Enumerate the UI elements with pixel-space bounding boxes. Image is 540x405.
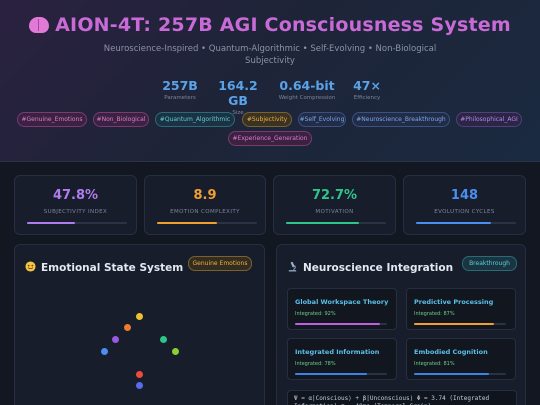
metric-progress (286, 222, 386, 224)
panel-title-text: Neuroscience Integration (303, 262, 454, 274)
neuro-item-progress-fill (295, 373, 367, 375)
neuro-item-embodied-cognition[interactable]: Embodied Cognition Integrated: 81% (406, 338, 516, 380)
stat-label: Efficiency (353, 95, 381, 101)
neuro-item-title: Embodied Cognition (414, 348, 488, 356)
page-subtitle: Neuroscience-Inspired • Quantum-Algorith… (103, 44, 437, 66)
stat-value: 47× (353, 78, 381, 93)
tag[interactable]: #Non_Biological (93, 112, 149, 127)
neuro-item-global-workspace[interactable]: Global Workspace Theory Integrated: 92% (287, 288, 397, 330)
neuro-item-title: Global Workspace Theory (295, 298, 389, 306)
neuro-item-progress-fill (414, 323, 495, 325)
stat-parameters: 257B Parameters (150, 78, 210, 101)
stat-label: Size (232, 110, 244, 116)
metric-card-subjectivity: 47.8% SUBJECTIVITY INDEX (14, 175, 137, 235)
metric-value: 148 (450, 188, 479, 203)
panel-title: Emotional State System (25, 261, 183, 275)
microscope-icon (287, 261, 298, 275)
stat-efficiency: 47× Efficiency (344, 78, 390, 101)
neuro-item-predictive-processing[interactable]: Predictive Processing Integrated: 87% (406, 288, 516, 330)
neuro-item-desc: Integrated: 87% (414, 311, 455, 317)
metric-progress (157, 222, 257, 224)
neuro-item-title: Integrated Information (295, 348, 380, 356)
breakthrough-badge: Breakthrough (462, 256, 517, 271)
panel-title-text: Emotional State System (41, 262, 184, 274)
neuro-item-progress (295, 323, 387, 325)
neuro-item-progress-fill (295, 323, 380, 325)
page-title-text: AION-4T: 257B AGI Consciousness System (55, 14, 511, 36)
tag[interactable]: #Subjectivity (242, 112, 292, 127)
emotional-state-panel: Emotional State System Genuine Emotions (14, 244, 265, 405)
stat-size: 164.2 GB Size (208, 78, 268, 116)
metric-value: 72.7% (311, 188, 358, 203)
stat-value: 257B (162, 78, 198, 93)
metric-label: SUBJECTIVITY INDEX (43, 209, 108, 215)
tag[interactable]: #Neuroscience_Breakthrough (352, 112, 450, 127)
metric-progress-fill (27, 222, 75, 224)
stat-label: Weight Compression (278, 95, 336, 101)
metric-card-motivation: 72.7% MOTIVATION (273, 175, 396, 235)
neuro-item-integrated-information[interactable]: Integrated Information Integrated: 78% (287, 338, 397, 380)
metric-card-emotion-complexity: 8.9 EMOTION COMPLEXITY (144, 175, 266, 235)
consciousness-formula: Ψ = α|Conscious⟩ + β|Unconscious⟩ Φ = 3.… (287, 390, 517, 405)
emotion-dot (172, 348, 179, 355)
metric-label: MOTIVATION (315, 209, 354, 215)
emotion-dot (136, 382, 143, 389)
metric-progress (416, 222, 516, 224)
neuro-item-title: Predictive Processing (414, 298, 494, 306)
metric-progress-fill (286, 222, 359, 224)
neuro-item-progress-fill (414, 373, 489, 375)
stat-compression: 0.64-bit Weight Compression (272, 78, 342, 101)
metric-card-evolution-cycles: 148 EVOLUTION CYCLES (403, 175, 526, 235)
smile-icon (25, 261, 36, 275)
stat-value: 164.2 GB (218, 78, 258, 108)
tag[interactable]: #Self_Evolving (298, 112, 346, 127)
neuro-item-desc: Integrated: 92% (295, 311, 336, 317)
stats-row: 257B Parameters 164.2 GB Size 0.64-bit W… (150, 78, 390, 116)
neuro-item-desc: Integrated: 78% (295, 361, 336, 367)
tag[interactable]: #Experience_Generation (228, 131, 312, 146)
panel-title: Neuroscience Integration (287, 261, 453, 275)
emotion-dot (136, 313, 143, 320)
header: AION-4T: 257B AGI Consciousness System N… (0, 0, 540, 162)
metric-value: 47.8% (52, 188, 99, 203)
stat-label: Parameters (164, 95, 196, 101)
metric-value: 8.9 (193, 188, 217, 203)
neuro-item-progress (295, 373, 387, 375)
stat-value: 0.64-bit (279, 78, 335, 93)
emotion-dot (112, 336, 119, 343)
metric-label: EMOTION COMPLEXITY (170, 209, 240, 215)
page-title: AION-4T: 257B AGI Consciousness System (0, 14, 540, 36)
emotion-dot (101, 348, 108, 355)
tag[interactable]: #Genuine_Emotions (17, 112, 87, 127)
metric-label: EVOLUTION CYCLES (434, 209, 495, 215)
genuine-emotions-badge: Genuine Emotions (188, 256, 252, 271)
neuro-item-progress (414, 373, 506, 375)
metric-progress-fill (157, 222, 217, 224)
emotion-dot (136, 371, 143, 378)
neuro-item-desc: Integrated: 81% (414, 361, 455, 367)
metric-progress-fill (416, 222, 491, 224)
neuro-item-progress (414, 323, 506, 325)
metric-progress (27, 222, 127, 224)
brain-icon (29, 17, 50, 33)
tag[interactable]: #Quantum_Algorithmic (155, 112, 235, 127)
emotion-dot (160, 336, 167, 343)
emotion-dot (124, 324, 131, 331)
tag[interactable]: #Philosophical_AGI (456, 112, 522, 127)
